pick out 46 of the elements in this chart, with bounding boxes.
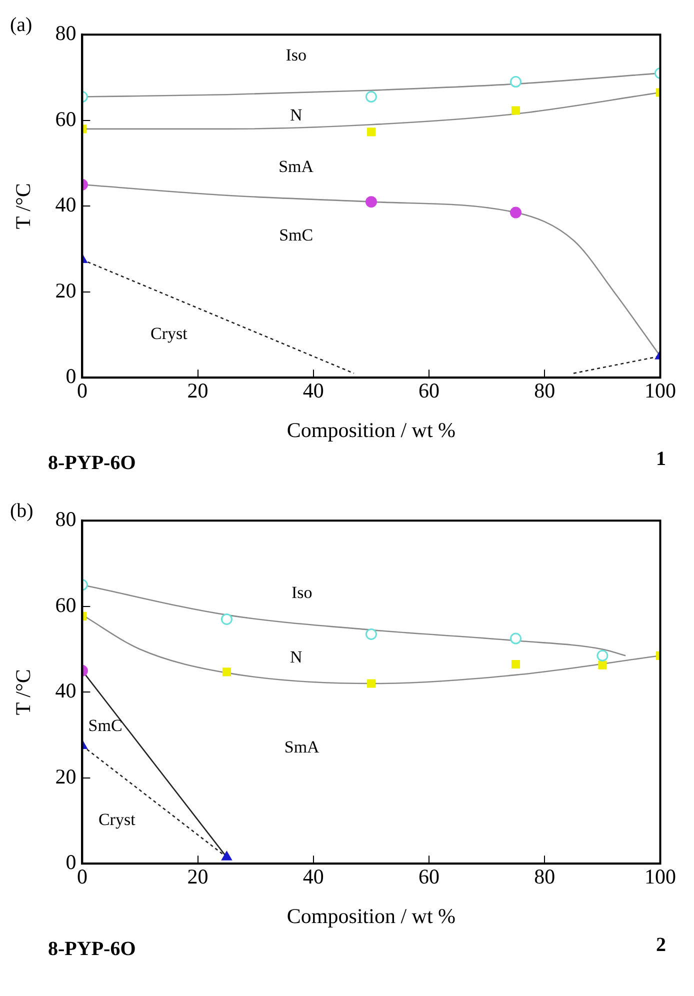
x-tick-label: 40	[302, 864, 324, 889]
point	[511, 660, 520, 669]
text: (a)	[10, 14, 32, 37]
x-tick-label: 100	[644, 864, 676, 889]
y-axis-title: T /°C	[11, 669, 36, 716]
text: (b)	[10, 500, 34, 523]
x-axis-title: Composition / wt %	[286, 904, 456, 928]
annotation: SmA	[278, 156, 314, 176]
x-tick-label: 40	[302, 378, 324, 403]
y-tick-label: 40	[55, 192, 76, 217]
text: 1	[656, 448, 666, 471]
annotation: Iso	[286, 46, 306, 65]
y-tick-label: 20	[55, 764, 76, 788]
annotation: Cryst	[150, 324, 188, 344]
x-tick-label: 20	[187, 378, 208, 403]
x-tick-label: 80	[534, 864, 556, 889]
annotation: Cryst	[98, 810, 136, 830]
point	[365, 196, 377, 208]
annotation: SmC	[279, 226, 314, 245]
y-tick-label: 60	[55, 106, 76, 131]
annotation: N	[290, 106, 302, 125]
y-tick-label: 60	[55, 592, 76, 617]
x-tick-label: 80	[534, 378, 556, 403]
x-tick-label: 60	[418, 378, 440, 403]
x-axis-title: Composition / wt %	[286, 418, 456, 442]
point	[510, 206, 522, 218]
point	[365, 628, 377, 640]
y-axis-title: T /°C	[11, 183, 36, 230]
annotation: Iso	[291, 582, 312, 602]
y-tick-label: 20	[55, 278, 76, 302]
y-tick-label: 80	[55, 21, 76, 46]
text: 2	[656, 934, 666, 957]
point	[598, 660, 607, 670]
x-tick-label: 100	[644, 378, 676, 403]
y-tick-label: 80	[55, 507, 76, 532]
annotation: SmA	[284, 737, 320, 756]
text: 8-PYP-6O	[48, 938, 136, 961]
annotation: N	[290, 647, 302, 666]
point	[366, 679, 376, 688]
point	[596, 650, 608, 662]
point	[510, 632, 522, 644]
x-tick-label: 60	[418, 864, 440, 889]
text: 8-PYP-6O	[48, 452, 136, 475]
annotation: SmC	[88, 716, 122, 735]
y-tick-label: 40	[55, 678, 76, 703]
x-tick-label: 20	[187, 864, 208, 889]
